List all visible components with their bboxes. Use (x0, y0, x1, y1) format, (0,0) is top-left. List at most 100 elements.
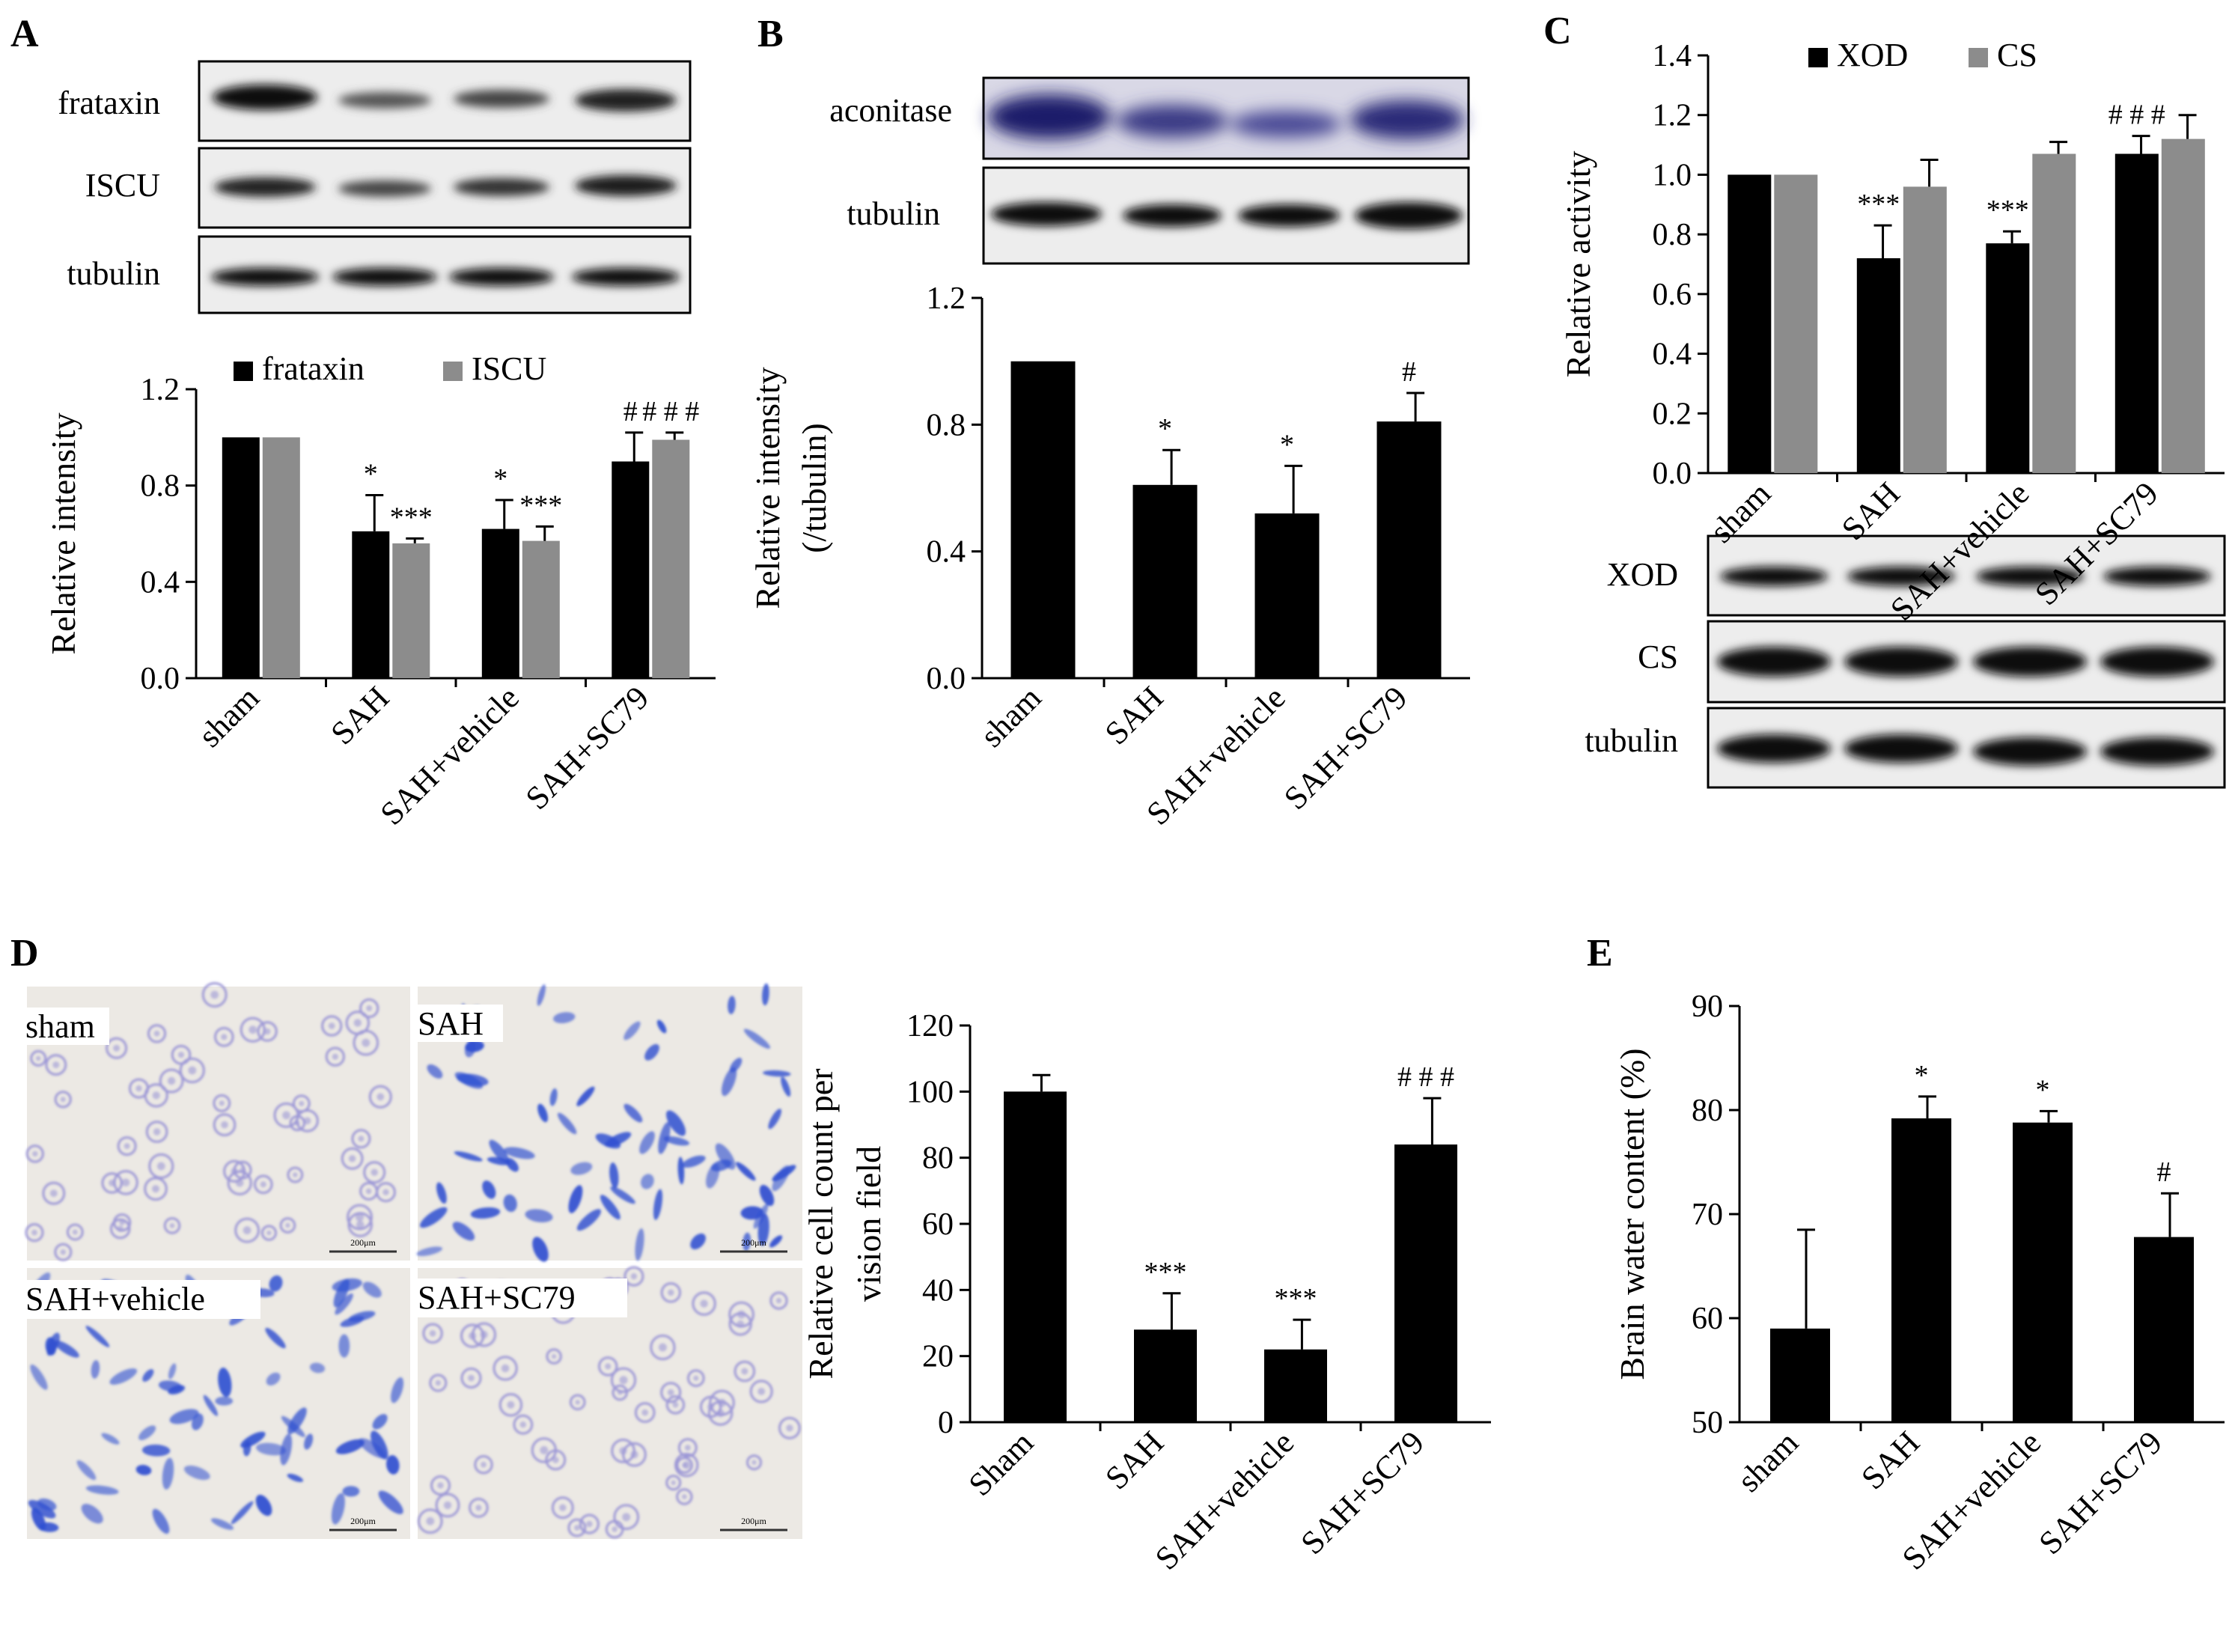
neuron-cell (469, 1498, 489, 1518)
neuron-nucleus (551, 1353, 557, 1359)
neuron-cell (605, 1520, 624, 1539)
neuron-cell (435, 1493, 460, 1518)
shrunken-cell (781, 1076, 791, 1097)
bar-E-value-2 (2013, 1122, 2073, 1422)
neuron-cell (531, 1437, 557, 1463)
shrunken-cell (162, 1457, 174, 1490)
neuron-nucleus (119, 1219, 125, 1225)
neuron-nucleus (775, 1297, 782, 1304)
neuron-nucleus (630, 1272, 638, 1280)
neuron-cell (201, 982, 228, 1008)
neuron-nucleus (612, 1526, 618, 1532)
shrunken-cell (281, 1415, 305, 1437)
neuron-nucleus (481, 1461, 487, 1468)
shrunken-cell (470, 1207, 501, 1219)
band-aconitase-4 (1350, 100, 1464, 139)
category-label: SAH+SC79 (1277, 679, 1415, 817)
neuron-cell (676, 1457, 693, 1474)
significance-marker: * (1915, 1060, 1929, 1091)
neuron-cell (260, 1225, 277, 1241)
neuron-nucleus (475, 1505, 482, 1511)
shrunken-cell (753, 1204, 769, 1229)
bar-A-iscu-1 (392, 543, 430, 678)
neuron-nucleus (235, 1179, 244, 1187)
y-tick-label: 1.0 (1653, 158, 1692, 192)
band-tubulin-B-1 (991, 202, 1102, 226)
shrunken-cell (85, 1485, 119, 1495)
shrunken-cell (309, 1362, 326, 1374)
shrunken-cell (210, 1518, 234, 1530)
significance-marker: *** (1857, 189, 1900, 220)
neuron-cell (106, 1037, 128, 1059)
category-label: sham (973, 679, 1048, 754)
shrunken-cell (54, 1340, 79, 1358)
shrunken-cell (215, 1396, 234, 1406)
shrunken-cell (537, 984, 546, 1006)
shrunken-cell (568, 1185, 583, 1213)
scale-bar-text-sah-vehicle: 200μm (350, 1516, 376, 1526)
neuron-cell (351, 1129, 371, 1149)
shrunken-cell (287, 1473, 304, 1482)
y-tick-label: 0.8 (141, 469, 180, 504)
neuron-nucleus (169, 1223, 175, 1228)
neuron-nucleus (177, 1052, 185, 1058)
neuron-cell (749, 1380, 773, 1403)
shrunken-cell (231, 1501, 254, 1525)
category-label: SAH+vehicle (1148, 1424, 1301, 1576)
chart-B: 0.0 0.4 0.8 1.2 Relative intensity (/tubulin)… (748, 281, 1470, 832)
neuron-nucleus (263, 1028, 271, 1035)
blot-label-tubulin-B: tubulin (847, 195, 940, 232)
neuron-nucleus (72, 1229, 78, 1235)
blot-label-tubulin: tubulin (67, 255, 160, 292)
shrunken-cell (335, 1439, 365, 1454)
neuron-cell (42, 1181, 66, 1205)
neuron-cell (289, 1115, 305, 1132)
blot-label-aconitase: aconitase (829, 92, 952, 129)
bar-E-value-1 (1891, 1118, 1951, 1422)
shrunken-cell (372, 1414, 388, 1430)
bar-C-cs-1 (1903, 186, 1947, 473)
shrunken-cell (549, 1088, 558, 1106)
legend-swatch-iscu (443, 362, 463, 381)
neuron-nucleus (293, 1172, 298, 1177)
band-tubulin-A-1 (211, 268, 319, 286)
significance-marker: # # # (2109, 100, 2165, 131)
neuron-cell (353, 1029, 379, 1056)
neuron-nucleus (366, 1005, 373, 1011)
neuron-cell (233, 1160, 252, 1180)
neuron-cell (610, 1367, 637, 1393)
neuron-nucleus (737, 1310, 746, 1319)
shrunken-cell (152, 1508, 170, 1534)
y-tick-label: 120 (906, 1009, 954, 1043)
neuron-cell (144, 1083, 168, 1108)
shrunken-cell (759, 1184, 775, 1207)
neuron-cell (707, 1400, 734, 1426)
shrunken-cell (537, 1103, 549, 1123)
neuron-cell (213, 1113, 237, 1136)
shrunken-cell (772, 1165, 796, 1182)
neuron-cell (368, 1085, 392, 1109)
bar-C-cs-0 (1774, 174, 1818, 473)
shrunken-cell (191, 1413, 204, 1430)
micro-label-bg-sah-vehicle (22, 1280, 260, 1319)
y-tick-label: 0.0 (1653, 457, 1692, 491)
neuron-nucleus (328, 1022, 335, 1029)
y-tick-label: 1.2 (141, 373, 180, 407)
neuron-cell (493, 1356, 518, 1381)
micrograph-label-sah: SAH (418, 1005, 484, 1042)
neuron-cell (623, 1266, 644, 1287)
shrunken-cell (454, 1072, 484, 1089)
shrunken-cell (595, 1133, 621, 1149)
y-axis-label: Brain water content (%) (1613, 1048, 1651, 1380)
neuron-nucleus (519, 1421, 526, 1428)
shrunken-cell (240, 1431, 266, 1448)
y-tick-label: 0.2 (1653, 397, 1692, 431)
shrunken-cell (338, 1334, 350, 1358)
y-tick-label: 90 (1692, 990, 1723, 1024)
shrunken-cell (266, 1372, 281, 1386)
significance-marker: # # # (642, 396, 699, 427)
legend-swatch-frataxin (234, 362, 253, 381)
neuron-nucleus (35, 1055, 41, 1061)
category-label: sham (191, 679, 266, 754)
neuron-nucleus (586, 1520, 593, 1528)
